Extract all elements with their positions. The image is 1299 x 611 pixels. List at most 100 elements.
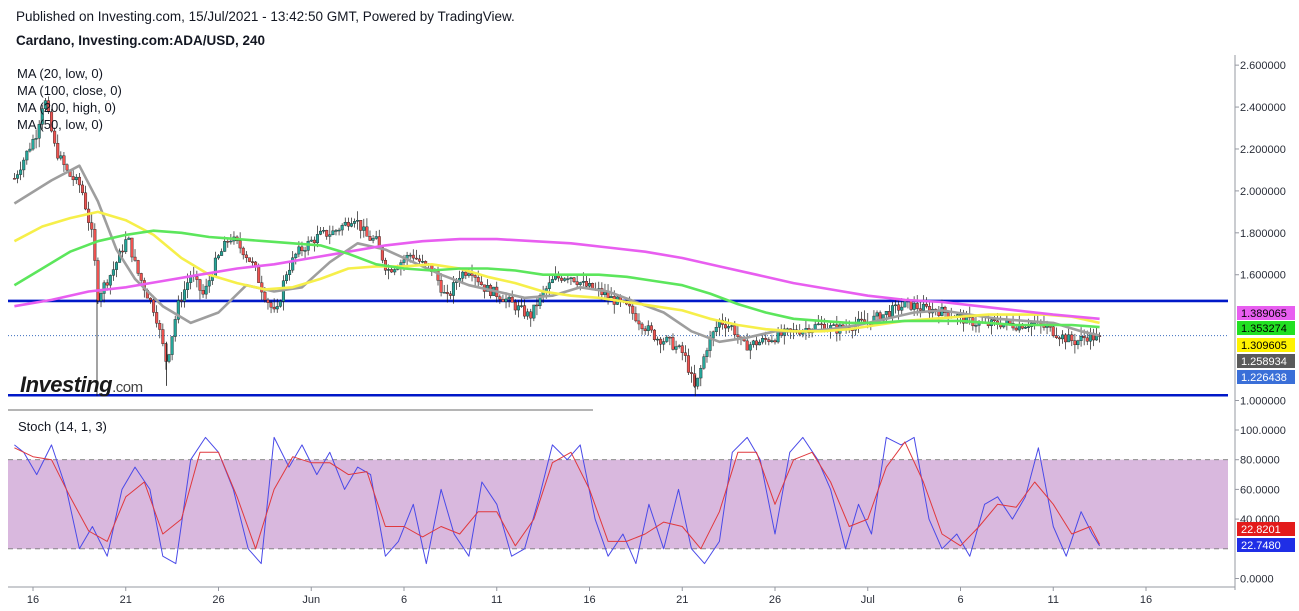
stoch-tick-label-1: 80.0000 bbox=[1240, 455, 1280, 467]
price-tag-4: 1.226438 bbox=[1241, 372, 1287, 384]
candle-body bbox=[550, 279, 554, 283]
time-tick-label-2: 26 bbox=[212, 594, 224, 606]
price-tick-label-2: 2.200000 bbox=[1240, 144, 1286, 156]
candle-body bbox=[724, 324, 728, 329]
candle-body bbox=[736, 334, 740, 338]
candle-body bbox=[387, 269, 391, 271]
candle-body bbox=[523, 305, 527, 317]
candle-body bbox=[1082, 336, 1086, 339]
candle-body bbox=[393, 269, 397, 273]
candle-body bbox=[915, 303, 919, 309]
candle-body bbox=[272, 306, 276, 310]
candle-body bbox=[646, 325, 650, 332]
candle-body bbox=[152, 299, 156, 313]
candle-body bbox=[634, 313, 638, 322]
stoch-band bbox=[8, 459, 1228, 549]
candle-body bbox=[362, 226, 366, 231]
candle-body bbox=[993, 319, 997, 322]
time-tick-label-5: 11 bbox=[491, 594, 502, 606]
candles bbox=[12, 96, 1102, 397]
stoch-title: Stoch (14, 1, 3) bbox=[18, 419, 107, 434]
time-tick-label-10: 6 bbox=[957, 594, 963, 606]
candle-body bbox=[887, 311, 891, 317]
candle-body bbox=[374, 236, 378, 239]
price-tick-label-3: 2.000000 bbox=[1240, 186, 1286, 198]
candle-body bbox=[451, 282, 455, 296]
candle-body bbox=[84, 192, 88, 210]
candle-body bbox=[133, 256, 137, 261]
candle-body bbox=[216, 255, 220, 259]
investing-logo: Investing.com bbox=[20, 372, 143, 398]
candle-body bbox=[1085, 337, 1089, 342]
candle-body bbox=[912, 303, 916, 310]
candle-body bbox=[903, 301, 907, 308]
candle-body bbox=[1048, 325, 1052, 328]
candle-body bbox=[448, 293, 452, 296]
candle-body bbox=[476, 277, 480, 283]
candle-body bbox=[251, 261, 255, 263]
candle-body bbox=[241, 247, 245, 256]
candle-body bbox=[631, 305, 635, 314]
candle-body bbox=[714, 327, 718, 333]
candle-body bbox=[662, 341, 666, 345]
candle-body bbox=[1014, 327, 1018, 331]
candle-body bbox=[411, 254, 415, 259]
candle-body bbox=[229, 240, 233, 243]
candle-body bbox=[686, 355, 690, 373]
candle-body bbox=[43, 100, 47, 109]
legend-ma200: MA (200, high, 0) bbox=[17, 100, 116, 115]
candle-body bbox=[563, 278, 567, 281]
price-tag-0-bg bbox=[1237, 306, 1295, 320]
legend-ma50: MA (50, low, 0) bbox=[17, 117, 103, 132]
candle-body bbox=[414, 257, 418, 260]
candle-body bbox=[680, 345, 684, 353]
candle-body bbox=[798, 332, 802, 335]
candle-body bbox=[860, 318, 864, 321]
candle-body bbox=[201, 290, 205, 295]
stoch-k-line bbox=[14, 436, 1101, 565]
candle-body bbox=[890, 305, 894, 317]
candle-body bbox=[569, 277, 573, 279]
logo-suffix: .com bbox=[112, 379, 143, 396]
candle-body bbox=[1051, 326, 1055, 336]
candle-body bbox=[74, 176, 78, 181]
published-header: Published on Investing.com, 15/Jul/2021 … bbox=[16, 9, 515, 24]
candle-body bbox=[424, 261, 428, 264]
candle-body bbox=[90, 222, 94, 230]
candle-body bbox=[637, 320, 641, 325]
candle-body bbox=[467, 273, 471, 276]
candle-body bbox=[139, 273, 143, 281]
time-tick-label-3: Jun bbox=[302, 594, 320, 606]
candle-body bbox=[813, 324, 817, 330]
candle-body bbox=[353, 221, 357, 224]
candle-body bbox=[322, 230, 326, 232]
candle-body bbox=[182, 289, 186, 302]
time-tick-label-9: Jul bbox=[861, 594, 875, 606]
candle-body bbox=[609, 296, 613, 299]
candle-body bbox=[560, 277, 564, 281]
candle-body bbox=[693, 373, 697, 387]
candle-body bbox=[1073, 340, 1077, 346]
candle-body bbox=[356, 220, 360, 222]
candle-body bbox=[87, 208, 91, 223]
candle-body bbox=[158, 323, 162, 330]
candle-body bbox=[464, 271, 468, 276]
candle-body bbox=[319, 230, 323, 235]
candle-body bbox=[136, 260, 140, 274]
candle-body bbox=[19, 169, 23, 175]
candle-body bbox=[96, 260, 100, 301]
candle-body bbox=[649, 325, 653, 331]
candle-body bbox=[773, 340, 777, 343]
candle-body bbox=[507, 296, 511, 300]
candle-body bbox=[346, 221, 350, 227]
candle-body bbox=[640, 323, 644, 330]
stoch-tick-label-0: 100.0000 bbox=[1240, 425, 1286, 437]
candle-body bbox=[894, 304, 898, 307]
candle-body bbox=[937, 311, 941, 316]
candle-body bbox=[25, 150, 29, 161]
candle-body bbox=[643, 328, 647, 332]
candle-body bbox=[111, 269, 115, 276]
candle-body bbox=[921, 303, 925, 311]
price-tag-1: 1.353274 bbox=[1241, 323, 1287, 335]
